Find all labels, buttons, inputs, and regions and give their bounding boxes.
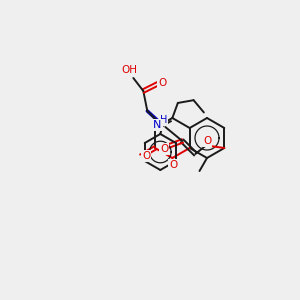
Text: O: O	[158, 78, 166, 88]
Text: N: N	[153, 120, 161, 130]
Text: O: O	[142, 151, 150, 161]
Text: O: O	[169, 160, 178, 170]
Text: O: O	[203, 136, 212, 146]
Text: H: H	[160, 115, 167, 125]
Text: O: O	[160, 144, 168, 154]
Text: OH: OH	[121, 65, 137, 75]
